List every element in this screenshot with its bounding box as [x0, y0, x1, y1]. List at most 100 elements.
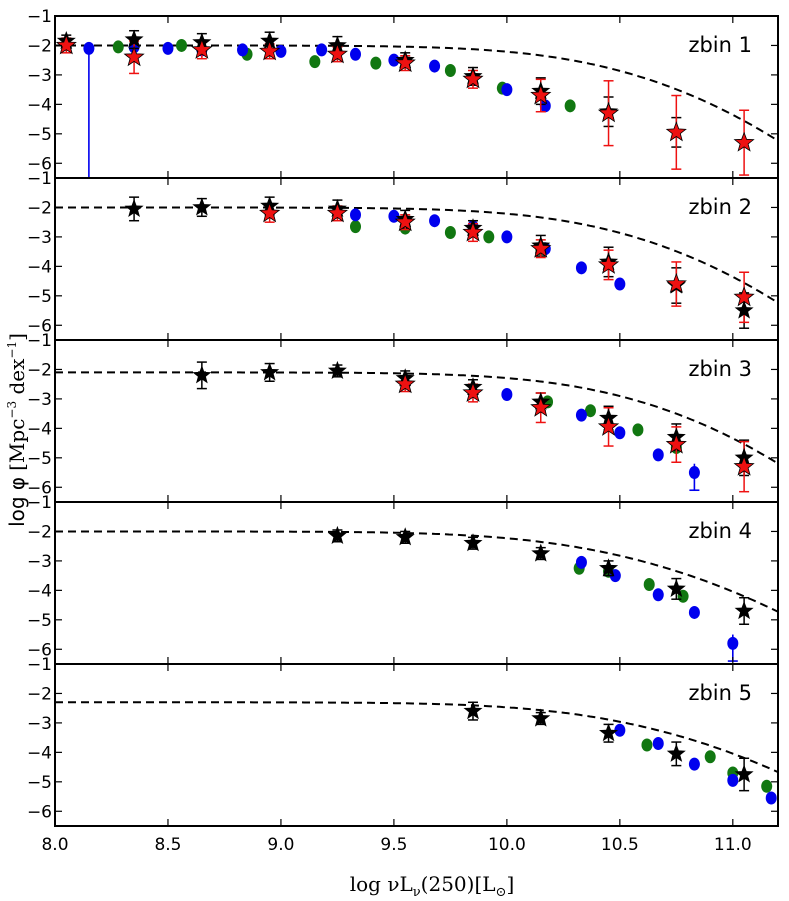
black-star-point: [599, 723, 619, 742]
blue-point: [501, 230, 513, 244]
green-point: [761, 779, 773, 793]
y-tick-label: −6: [27, 316, 52, 336]
model-curve: [55, 206, 778, 304]
blue-point: [83, 41, 95, 55]
panel-zbin-5: −1 −2 −3 −4 −5 −6 zbin 5: [27, 655, 779, 827]
green-point: [641, 738, 653, 752]
y-tick-label: −2: [27, 36, 52, 56]
panel-label: zbin 2: [688, 195, 752, 219]
blue-point: [501, 83, 513, 97]
black-star-point: [599, 558, 619, 577]
blue-point: [688, 466, 700, 480]
blue-point: [162, 41, 174, 55]
y-tick-label: −5: [27, 611, 52, 631]
black-star-point: [734, 601, 754, 620]
y-tick-label: −6: [27, 154, 52, 174]
blue-point: [501, 387, 513, 401]
model-curve: [55, 701, 778, 774]
model-curve: [55, 44, 778, 142]
black-star-point: [124, 29, 144, 48]
blue-point: [727, 773, 739, 787]
panel-label: zbin 5: [688, 681, 752, 705]
blue-point: [614, 277, 626, 291]
panel-zbin-2: −1 −2 −3 −4 −5 −6 zbin 2: [27, 169, 779, 341]
y-tick-label: −2: [27, 522, 52, 542]
y-tick-label: −4: [27, 95, 52, 115]
green-point: [112, 40, 124, 54]
panel-label: zbin 3: [688, 357, 752, 381]
red-star-point: [191, 38, 213, 59]
black-star-point: [734, 300, 754, 319]
green-point: [483, 230, 495, 244]
red-star-point: [462, 68, 484, 89]
y-tick-label: −1: [27, 655, 52, 675]
y-tick-label: −5: [27, 287, 52, 307]
red-star-point: [597, 102, 620, 123]
x-axis-label: log νLν(250)[L⊙]: [350, 872, 515, 900]
blue-point: [652, 737, 664, 751]
black-star-point: [666, 743, 686, 762]
y-tick-label: −2: [27, 198, 52, 218]
y-tick-label: −3: [27, 714, 52, 734]
red-star-point: [733, 286, 755, 307]
x-tick-label: 10.0: [488, 835, 526, 855]
black-star-point: [192, 365, 212, 384]
blue-point: [652, 448, 664, 462]
y-tick-label: −2: [27, 360, 52, 380]
green-point: [632, 423, 644, 437]
x-tick-label: 8.0: [41, 835, 68, 855]
red-star-point: [530, 396, 552, 417]
y-tick-label: −6: [27, 640, 52, 660]
red-star-point: [530, 237, 552, 258]
x-tick-label: 9.5: [380, 835, 407, 855]
y-tick-label: −6: [27, 478, 52, 498]
red-star-point: [259, 202, 281, 223]
red-star-point: [394, 211, 416, 232]
red-star-point: [326, 202, 348, 223]
black-star-point: [124, 198, 144, 217]
y-tick-label: −5: [27, 773, 52, 793]
blue-point: [275, 44, 287, 58]
blue-point: [539, 99, 551, 113]
blue-point: [388, 53, 400, 67]
y-tick-label: −3: [27, 552, 52, 572]
red-star-point: [462, 381, 484, 403]
black-star-point: [327, 525, 347, 544]
x-tick-label: 11.0: [714, 835, 752, 855]
y-tick-label: −5: [27, 449, 52, 469]
y-tick-label: −1: [27, 493, 52, 513]
green-point: [643, 577, 655, 591]
red-star-point: [259, 40, 281, 61]
blue-point: [688, 757, 700, 771]
model-curve: [55, 530, 778, 613]
red-star-point: [530, 84, 552, 105]
red-star-point: [123, 46, 145, 67]
blue-point: [688, 605, 700, 619]
panel-frame: [54, 177, 779, 341]
model-curve: [55, 371, 778, 465]
blue-point: [614, 723, 626, 737]
green-point: [444, 225, 456, 239]
panel-zbin-3: −1 −2 −3 −4 −5 −6 zbin 3: [27, 331, 779, 503]
red-star-point: [326, 43, 348, 64]
green-point: [176, 38, 188, 52]
y-tick-label: −4: [27, 581, 52, 601]
x-tick-label: 9.0: [267, 835, 294, 855]
y-tick-label: −4: [27, 257, 52, 277]
green-point: [564, 99, 576, 113]
green-point: [444, 63, 456, 77]
y-tick-label: −1: [27, 169, 52, 189]
blue-point: [652, 588, 664, 602]
black-star-point: [463, 701, 483, 720]
black-star-point: [260, 31, 280, 50]
y-tick-label: −1: [27, 7, 52, 27]
blue-point: [575, 408, 587, 422]
red-star-point: [665, 121, 687, 142]
blue-point: [575, 555, 587, 569]
red-star-point: [665, 433, 687, 454]
red-star-point: [394, 51, 416, 73]
green-point: [704, 750, 716, 764]
red-star-point: [733, 455, 755, 476]
panel-frame: [54, 15, 779, 179]
y-tick-label: −3: [27, 66, 52, 86]
